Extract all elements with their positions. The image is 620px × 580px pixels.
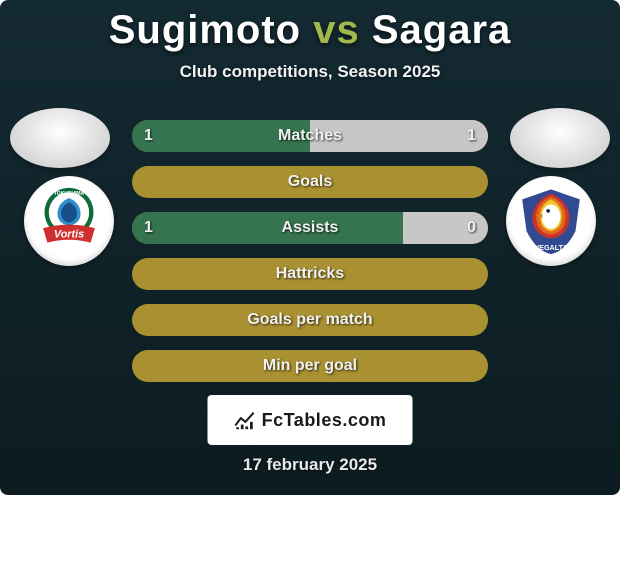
stat-label: Goals per match — [132, 304, 488, 336]
stat-label: Assists — [132, 212, 488, 244]
stat-row: Min per goal — [132, 350, 488, 382]
stat-row: Goals — [132, 166, 488, 198]
stat-row: Goals per match — [132, 304, 488, 336]
stat-area: Matches11GoalsAssists10HattricksGoals pe… — [132, 120, 488, 396]
date-line: 17 february 2025 — [0, 455, 620, 475]
brand-logo-icon — [234, 409, 256, 431]
stat-value-b: 1 — [467, 120, 476, 152]
stat-value-a: 1 — [144, 120, 153, 152]
stat-row: Matches1 1 — [132, 120, 488, 152]
crest-b-icon: VEGALTA — [515, 185, 587, 257]
title-player-b: Sagara — [372, 8, 511, 52]
player-a-crest: TOKUSHIMA Vortis — [24, 176, 114, 266]
svg-text:Vortis: Vortis — [54, 229, 84, 241]
subtitle: Club competitions, Season 2025 — [0, 62, 620, 82]
stat-label: Goals — [132, 166, 488, 198]
stat-label: Min per goal — [132, 350, 488, 382]
player-b-crest: VEGALTA — [506, 176, 596, 266]
player-b-avatar — [510, 108, 610, 168]
comparison-card: Sugimoto vs Sagara Club competitions, Se… — [0, 0, 620, 580]
svg-text:TOKUSHIMA: TOKUSHIMA — [54, 191, 85, 197]
brand-box: FcTables.com — [208, 395, 413, 445]
stat-label: Hattricks — [132, 258, 488, 290]
title-player-a: Sugimoto — [109, 8, 301, 52]
svg-text:VEGALTA: VEGALTA — [534, 243, 567, 252]
stat-value-a: 1 — [144, 212, 153, 244]
stat-value-b: 0 — [467, 212, 476, 244]
player-a-avatar — [10, 108, 110, 168]
stat-row: Assists1 0 — [132, 212, 488, 244]
brand-text: FcTables.com — [262, 410, 387, 431]
crest-a-icon: TOKUSHIMA Vortis — [33, 185, 105, 257]
title-vs: vs — [313, 8, 360, 52]
stat-label: Matches — [132, 120, 488, 152]
title: Sugimoto vs Sagara — [0, 8, 620, 53]
stat-row: Hattricks — [132, 258, 488, 290]
